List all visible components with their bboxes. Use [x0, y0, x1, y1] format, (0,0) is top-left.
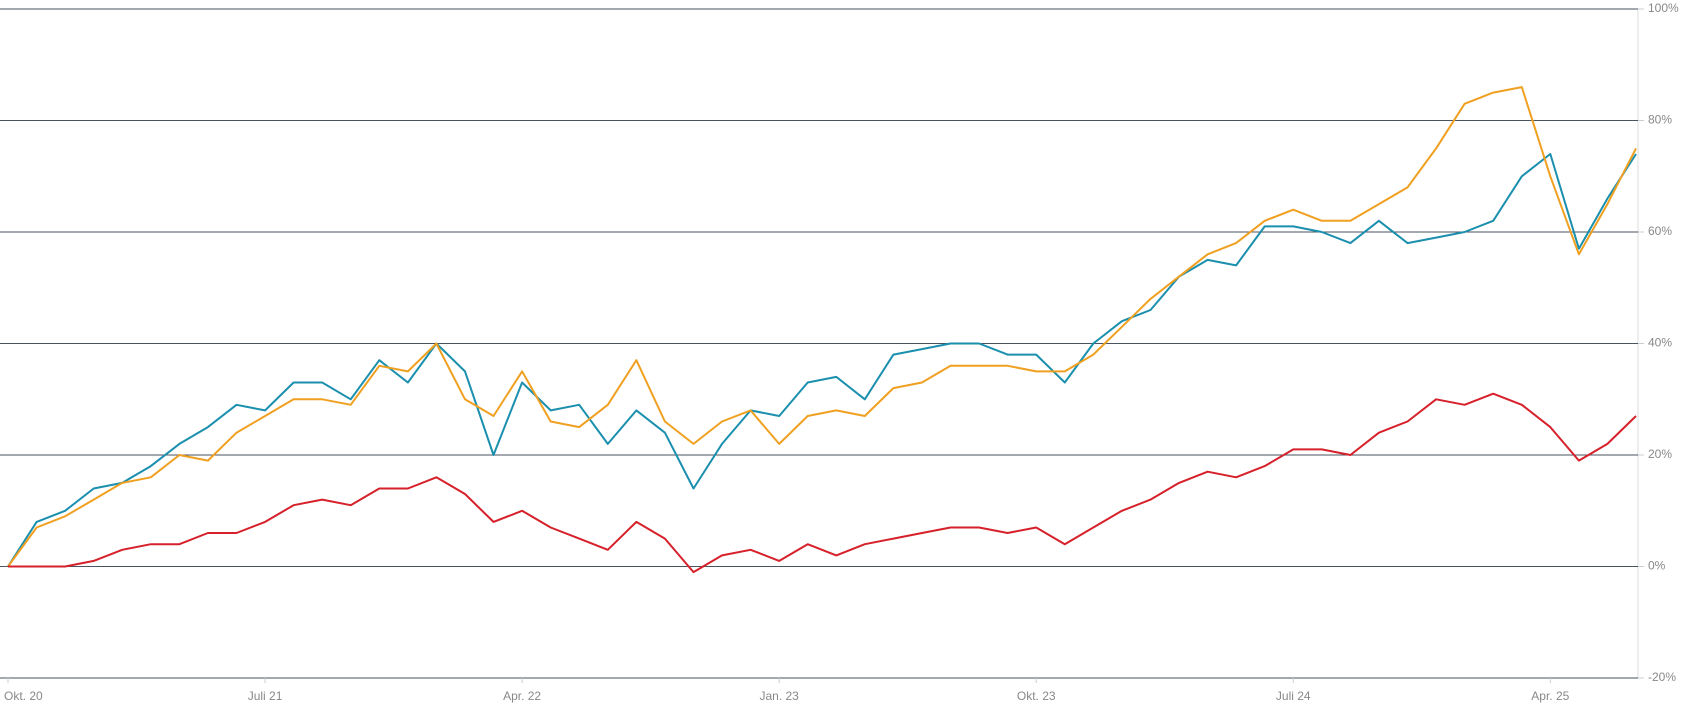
y-tick-label: -20%: [1648, 670, 1676, 684]
y-tick-label: 60%: [1648, 224, 1672, 238]
y-tick-label: 20%: [1648, 447, 1672, 461]
x-tick-label: Apr. 25: [1531, 689, 1569, 703]
y-tick-label: 0%: [1648, 559, 1666, 573]
y-tick-label: 80%: [1648, 113, 1672, 127]
series-line: [7, 153, 1637, 568]
x-tick-label: Okt. 23: [1017, 689, 1056, 703]
y-tick-label: 100%: [1648, 1, 1679, 15]
x-tick-label: Juli 24: [1276, 689, 1311, 703]
x-tick-label: Apr. 22: [503, 689, 541, 703]
series-line: [7, 86, 1637, 568]
x-tick-label: Juli 21: [248, 689, 283, 703]
x-tick-label: Okt. 20: [4, 689, 43, 703]
y-tick-label: 40%: [1648, 336, 1672, 350]
series-line: [8, 392, 1637, 574]
x-tick-label: Jan. 23: [759, 689, 799, 703]
